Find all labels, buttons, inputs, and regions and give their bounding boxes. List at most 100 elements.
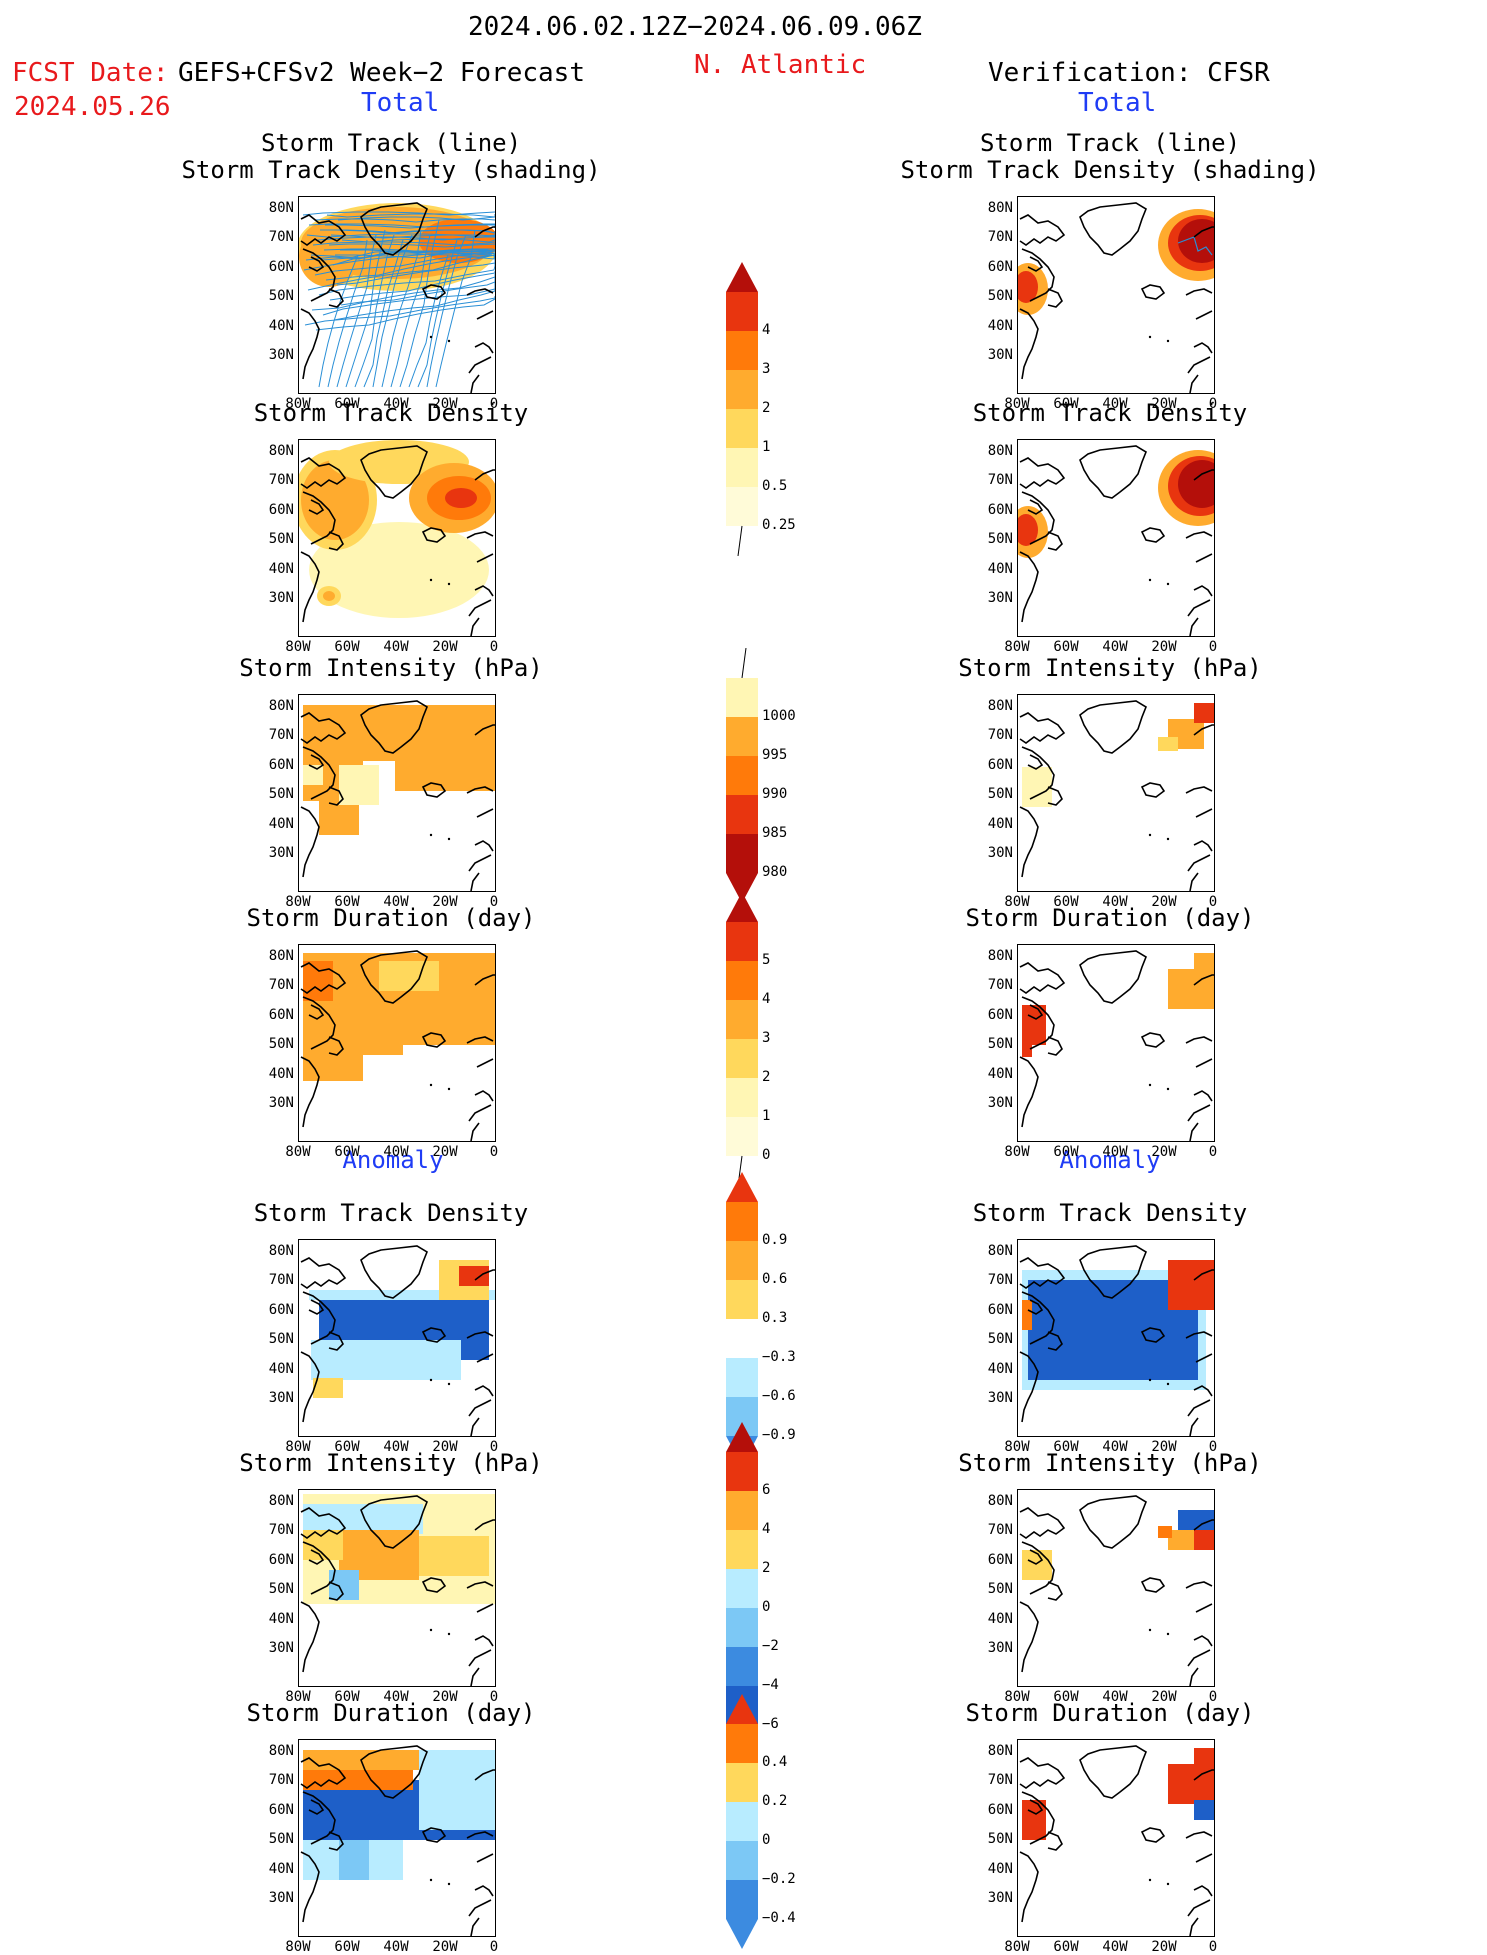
coastline <box>474 469 495 481</box>
coastline <box>1079 1495 1147 1549</box>
coastline <box>1019 962 1066 994</box>
coastline <box>1189 872 1199 891</box>
grid-cell <box>1022 1550 1052 1580</box>
coastline <box>328 288 344 308</box>
lon-tick-label: 20W <box>1151 1689 1177 1705</box>
lon-tick-label: 20W <box>1151 1439 1177 1455</box>
left-anomaly-label: Anomaly <box>342 1146 444 1174</box>
lon-tick-label: 60W <box>1053 1439 1079 1455</box>
colorbar-segment <box>726 370 758 409</box>
colorbar-label: 980 <box>762 864 788 880</box>
lon-tick-label: 40W <box>383 1939 409 1955</box>
storm-track-line <box>320 229 495 234</box>
coastline <box>1019 457 1066 489</box>
lat-tick-label: 80N <box>268 948 294 964</box>
lat-tick-label: 70N <box>268 1272 294 1289</box>
map-canvas <box>1019 700 1214 891</box>
grid-cell <box>339 765 379 805</box>
coastline <box>1021 996 1055 1050</box>
lat-tick-label: 60N <box>987 756 1013 773</box>
island-dot <box>1166 582 1170 586</box>
coastline <box>1195 553 1213 563</box>
lat-tick-label: 30N <box>987 845 1013 861</box>
coastline <box>308 1004 325 1020</box>
colorbar-label: 3 <box>762 361 771 377</box>
colorbar-label: 2 <box>762 400 771 416</box>
coastline <box>1193 1635 1213 1647</box>
right-anomaly-label: Anomaly <box>1059 1146 1161 1174</box>
storm-track-line <box>435 229 476 388</box>
coastline <box>308 1799 325 1815</box>
lat-tick-label: 60N <box>268 756 294 773</box>
lon-tick-label: 80W <box>1004 1939 1030 1955</box>
island-dot <box>1148 1083 1152 1087</box>
map-canvas <box>300 950 495 1141</box>
colorbar-label: −0.6 <box>762 1388 796 1404</box>
lat-tick-label: 70N <box>987 1522 1013 1539</box>
lon-tick-label: 0 <box>1208 894 1218 910</box>
storm-track-line <box>326 213 495 218</box>
map-frame <box>298 944 496 1142</box>
colorbar-segment <box>726 717 758 756</box>
coastline <box>474 974 495 986</box>
coastline <box>1140 782 1166 798</box>
coastline <box>1193 226 1214 238</box>
colorbar-label: 4 <box>762 991 771 1007</box>
colorbar-segment <box>726 678 758 717</box>
coastline <box>302 248 336 302</box>
lat-tick-label: 30N <box>268 1890 294 1906</box>
island-dot <box>1166 1382 1170 1386</box>
map-canvas <box>1019 1745 1214 1936</box>
island-dot <box>429 335 433 339</box>
coastline <box>1027 1549 1044 1565</box>
storm-track-line <box>408 254 449 388</box>
coastline <box>1140 1577 1166 1593</box>
grid-cell <box>1022 1800 1046 1840</box>
grid-cell <box>363 1025 403 1055</box>
island-dot <box>1166 837 1170 841</box>
storm-track-line <box>399 219 440 388</box>
period-title: 2024.06.02.12Z−2024.06.09.06Z <box>468 12 922 42</box>
panel-title: Storm Track (line) <box>979 129 1241 157</box>
coastline <box>302 746 336 800</box>
map-frame <box>1017 1239 1215 1437</box>
coastline <box>308 499 325 515</box>
lon-tick-label: 20W <box>1151 1144 1177 1160</box>
lat-tick-label: 70N <box>987 1772 1013 1789</box>
lat-tick-label: 30N <box>268 590 294 606</box>
lat-tick-label: 30N <box>268 347 294 363</box>
lat-tick-label: 50N <box>268 531 294 548</box>
lon-tick-label: 60W <box>334 1439 360 1455</box>
coastline <box>1195 1353 1213 1363</box>
lat-tick-label: 70N <box>987 229 1013 246</box>
coastline <box>1185 1581 1213 1589</box>
coastline <box>1140 527 1166 543</box>
panel-title: Storm Duration (day) <box>965 1699 1255 1727</box>
lat-tick-label: 60N <box>987 1301 1013 1318</box>
colorbar-arrow-top <box>726 892 758 922</box>
storm-track-line <box>1177 236 1213 256</box>
colorbar-label: 0.5 <box>762 478 788 494</box>
grid-cell <box>303 765 323 785</box>
coastline <box>468 1899 492 1917</box>
panel-title: Storm Track Density <box>972 1199 1248 1227</box>
lon-tick-label: 0 <box>489 639 499 655</box>
colorbar-label: 6 <box>762 1482 771 1498</box>
lon-tick-label: 60W <box>334 639 360 655</box>
storm-track-line <box>336 234 377 388</box>
colorbar-segment <box>726 1039 758 1078</box>
lat-tick-label: 80N <box>987 443 1013 459</box>
lon-tick-label: 60W <box>1053 639 1079 655</box>
coastline <box>421 1327 447 1343</box>
lon-tick-label: 0 <box>489 1439 499 1455</box>
lat-tick-label: 50N <box>987 531 1013 548</box>
coastline <box>1019 308 1039 380</box>
coastline <box>421 782 447 798</box>
lon-tick-label: 80W <box>285 396 311 412</box>
colorbar-segment <box>726 922 758 961</box>
coastline <box>476 1853 494 1863</box>
colorbar-intensity <box>726 648 758 903</box>
storm-track-line <box>318 263 495 296</box>
island-dot <box>447 1382 451 1386</box>
grid-cell <box>419 1750 495 1830</box>
